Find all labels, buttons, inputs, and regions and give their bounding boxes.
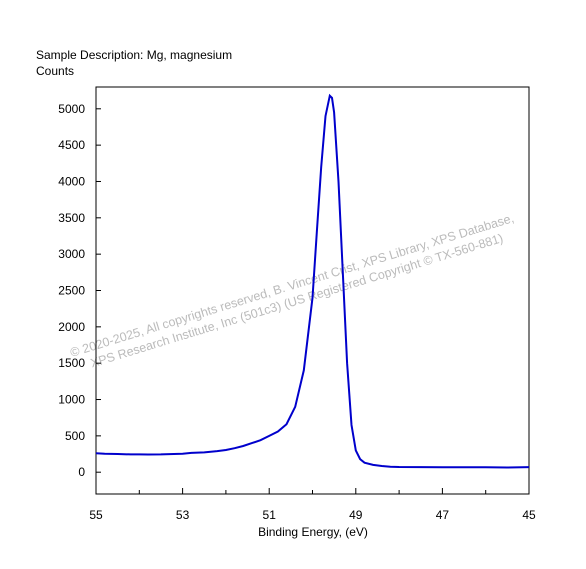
watermark: © 2020-2025, All copyrights reserved, B.… [69,211,516,370]
y-tick-label: 2500 [58,284,85,298]
x-tick-label: 49 [349,508,363,522]
sample-description: Sample Description: Mg, magnesium [36,48,233,62]
x-tick-label: 55 [89,508,103,522]
x-axis: 55 53 51 49 47 45 [89,488,536,522]
x-tick-label: 53 [176,508,190,522]
y-tick-label: 1000 [58,393,85,407]
y-tick-label: 4000 [58,174,85,188]
y-axis-label: Counts [36,64,75,78]
y-tick-label: 1500 [58,356,85,370]
spectrum-line [95,93,530,469]
y-tick-label: 5000 [58,102,85,116]
x-axis-label: Binding Energy, (eV) [258,525,368,539]
y-axis: 0 500 1000 1500 2000 2500 3000 3500 4000 4500 5000 [58,102,101,479]
x-tick-label: 45 [522,508,536,522]
x-tick-label: 51 [263,508,277,522]
y-tick-label: 3500 [58,211,85,225]
y-tick-label: 0 [78,465,85,479]
x-tick-label: 47 [436,508,450,522]
watermark-line-2: XPS Research Institute, Inc (501c3) (US … [89,231,505,370]
y-tick-label: 500 [65,429,85,443]
watermark-line-1: © 2020-2025, All copyrights reserved, B.… [69,211,516,360]
y-tick-label: 2000 [58,320,85,334]
y-tick-label: 3000 [58,247,85,261]
y-tick-label: 4500 [58,138,85,152]
